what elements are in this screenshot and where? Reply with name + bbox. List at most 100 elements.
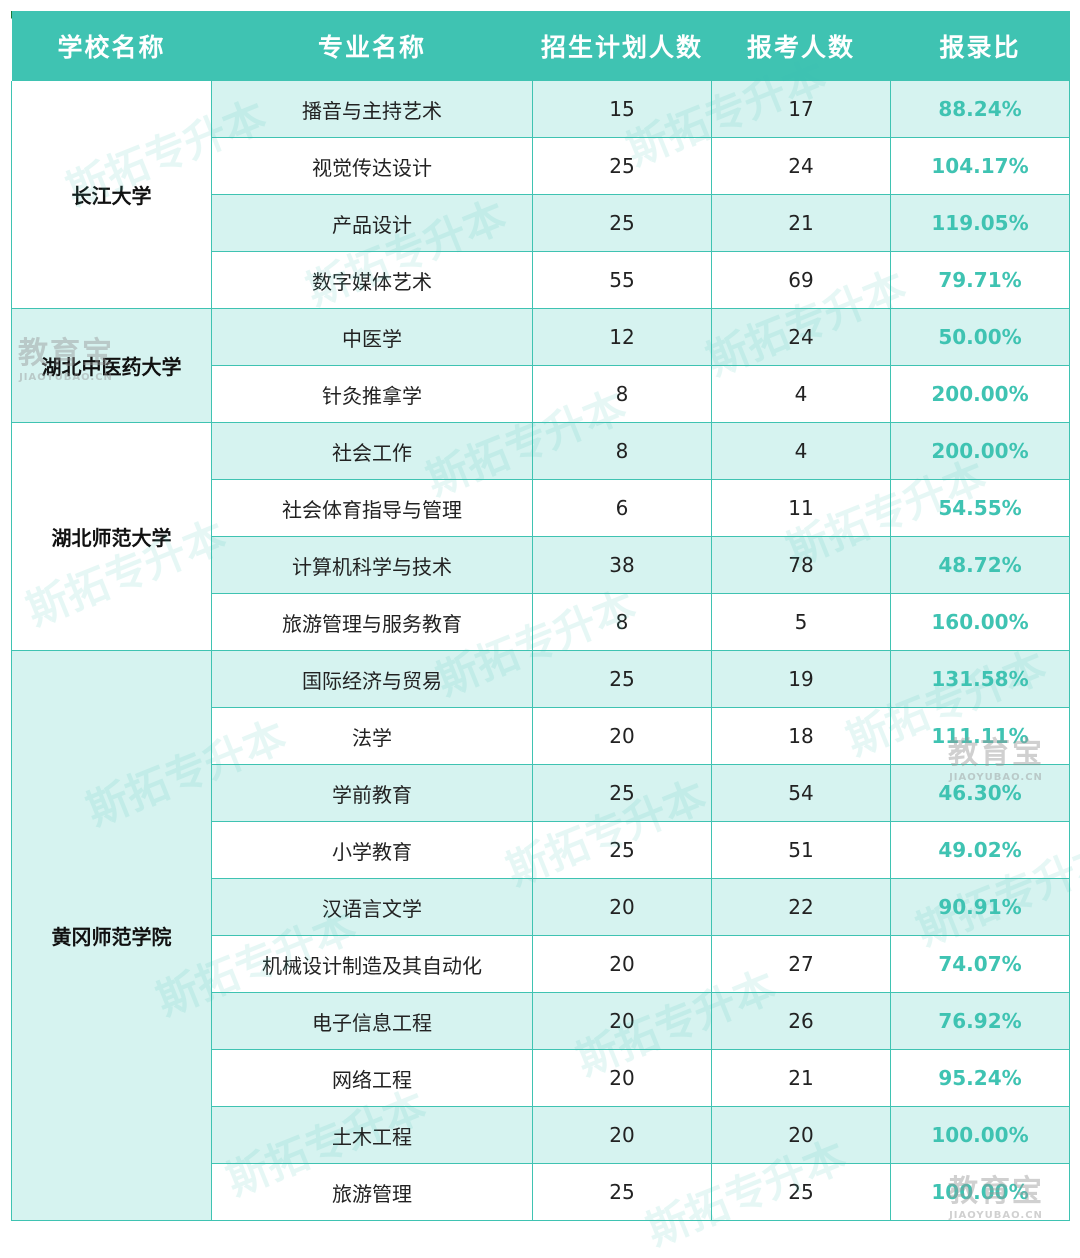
table-row: 社会体育指导与管理 6 11 54.55% [12,479,1070,537]
table-row: 网络工程 20 21 95.24% [12,1049,1070,1107]
table-row: 针灸推拿学 8 4 200.00% [12,365,1070,423]
ratio-cell: 160.00% [890,593,1070,651]
applicants-cell: 24 [711,137,891,195]
plan-cell: 20 [532,878,712,936]
ratio-cell: 200.00% [890,365,1070,423]
plan-cell: 8 [532,593,712,651]
header-plan: 招生计划人数 [532,11,712,81]
ratio-cell: 104.17% [890,137,1070,195]
table-row: 湖北师范大学 社会工作 8 4 200.00% [11,422,1070,651]
plan-cell: 6 [532,479,712,537]
applicants-cell: 24 [711,308,891,366]
applicants-cell: 54 [711,764,891,822]
ratio-cell: 54.55% [890,479,1070,537]
table-row: 长江大学 播音与主持艺术 15 17 88.24% [11,81,1070,309]
ratio-cell: 95.24% [890,1049,1070,1107]
school-name-cell: 长江大学 [11,81,212,309]
major-cell: 小学教育 [211,821,533,879]
major-cell: 汉语言文学 [211,878,533,936]
admission-ratio-table: 学校名称 专业名称 招生计划人数 报考人数 报录比 长江大学 播音与主持艺术 15 1… [11,11,1070,1221]
major-cell: 旅游管理 [211,1163,533,1221]
ratio-cell: 76.92% [890,992,1070,1050]
table-row: 计算机科学与技术 38 78 48.72% [12,536,1070,594]
applicants-cell: 27 [711,935,891,993]
applicants-cell: 21 [711,1049,891,1107]
plan-cell: 25 [532,650,712,708]
table-row: 视觉传达设计 25 24 104.17% [12,137,1070,195]
major-cell: 电子信息工程 [211,992,533,1050]
header-ratio: 报录比 [890,11,1070,81]
school-name-cell: 黄冈师范学院 [11,650,212,1221]
major-cell: 机械设计制造及其自动化 [211,935,533,993]
table-row: 黄冈师范学院 国际经济与贸易 25 19 131.58% [11,650,1070,1221]
table-row: 机械设计制造及其自动化 20 27 74.07% [12,935,1070,993]
major-cell: 播音与主持艺术 [211,81,533,138]
plan-cell: 25 [532,137,712,195]
header-applicants: 报考人数 [711,11,891,81]
plan-cell: 8 [532,365,712,423]
applicants-cell: 69 [711,251,891,309]
plan-cell: 20 [532,707,712,765]
plan-cell: 15 [532,81,712,138]
plan-cell: 20 [532,935,712,993]
applicants-cell: 11 [711,479,891,537]
applicants-cell: 21 [711,194,891,252]
ratio-cell: 50.00% [890,308,1070,366]
applicants-cell: 5 [711,593,891,651]
table-row: 湖北中医药大学 中医学 12 24 50.00% [11,308,1070,423]
applicants-cell: 19 [711,650,891,708]
plan-cell: 25 [532,821,712,879]
ratio-cell: 100.00% [890,1106,1070,1164]
table-row: 电子信息工程 20 26 76.92% [12,992,1070,1050]
major-cell: 法学 [211,707,533,765]
ratio-cell: 100.00% [890,1163,1070,1221]
major-cell: 数字媒体艺术 [211,251,533,309]
school-name-cell: 湖北中医药大学 [11,308,212,423]
plan-cell: 25 [532,1163,712,1221]
applicants-cell: 18 [711,707,891,765]
major-cell: 土木工程 [211,1106,533,1164]
ratio-cell: 46.30% [890,764,1070,822]
plan-cell: 20 [532,992,712,1050]
table-row: 法学 20 18 111.11% [12,707,1070,765]
school-name-cell: 湖北师范大学 [11,422,212,651]
ratio-cell: 48.72% [890,536,1070,594]
table-row: 学前教育 25 54 46.30% [12,764,1070,822]
ratio-cell: 74.07% [890,935,1070,993]
table-row: 旅游管理 25 25 100.00% [12,1163,1070,1221]
plan-cell: 55 [532,251,712,309]
applicants-cell: 4 [711,365,891,423]
ratio-cell: 200.00% [890,422,1070,480]
ratio-cell: 119.05% [890,194,1070,252]
header-row: 学校名称 专业名称 招生计划人数 报考人数 报录比 [11,11,1070,81]
admission-table-container: 学校名称 专业名称 招生计划人数 报考人数 报录比 长江大学 播音与主持艺术 15 1… [11,11,1070,1225]
applicants-cell: 22 [711,878,891,936]
plan-cell: 20 [532,1049,712,1107]
plan-cell: 25 [532,194,712,252]
ratio-cell: 90.91% [890,878,1070,936]
table-row: 产品设计 25 21 119.05% [12,194,1070,252]
major-cell: 网络工程 [211,1049,533,1107]
applicants-cell: 4 [711,422,891,480]
ratio-cell: 88.24% [890,81,1070,138]
ratio-cell: 49.02% [890,821,1070,879]
table-row: 汉语言文学 20 22 90.91% [12,878,1070,936]
applicants-cell: 78 [711,536,891,594]
header-school: 学校名称 [11,11,212,81]
major-cell: 视觉传达设计 [211,137,533,195]
major-cell: 中医学 [211,308,533,366]
ratio-cell: 111.11% [890,707,1070,765]
applicants-cell: 17 [711,81,891,138]
plan-cell: 12 [532,308,712,366]
major-cell: 计算机科学与技术 [211,536,533,594]
header-major: 专业名称 [211,11,533,81]
major-cell: 国际经济与贸易 [211,650,533,708]
major-cell: 社会工作 [211,422,533,480]
table-row: 数字媒体艺术 55 69 79.71% [12,251,1070,309]
applicants-cell: 20 [711,1106,891,1164]
plan-cell: 25 [532,764,712,822]
table-row: 土木工程 20 20 100.00% [12,1106,1070,1164]
table-row: 小学教育 25 51 49.02% [12,821,1070,879]
plan-cell: 8 [532,422,712,480]
applicants-cell: 25 [711,1163,891,1221]
